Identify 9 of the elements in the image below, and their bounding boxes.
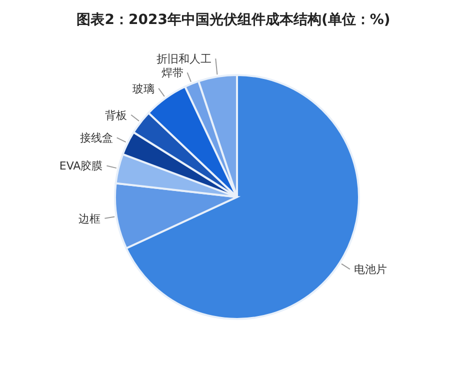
slice-label: 背板 [105,108,128,122]
slice-label: 边框 [78,212,101,226]
slice-label: 电池片 [354,263,387,276]
chart-title: 图表2：2023年中国光伏组件成本结构(单位：%) [76,12,390,28]
slice-label: 焊带 [161,66,184,80]
slice-label: 折旧和人工 [156,52,212,66]
slice-label: 玻璃 [132,82,155,96]
slice-label: 接线盒 [80,132,113,145]
slice-label: EVA胶膜 [59,160,103,173]
